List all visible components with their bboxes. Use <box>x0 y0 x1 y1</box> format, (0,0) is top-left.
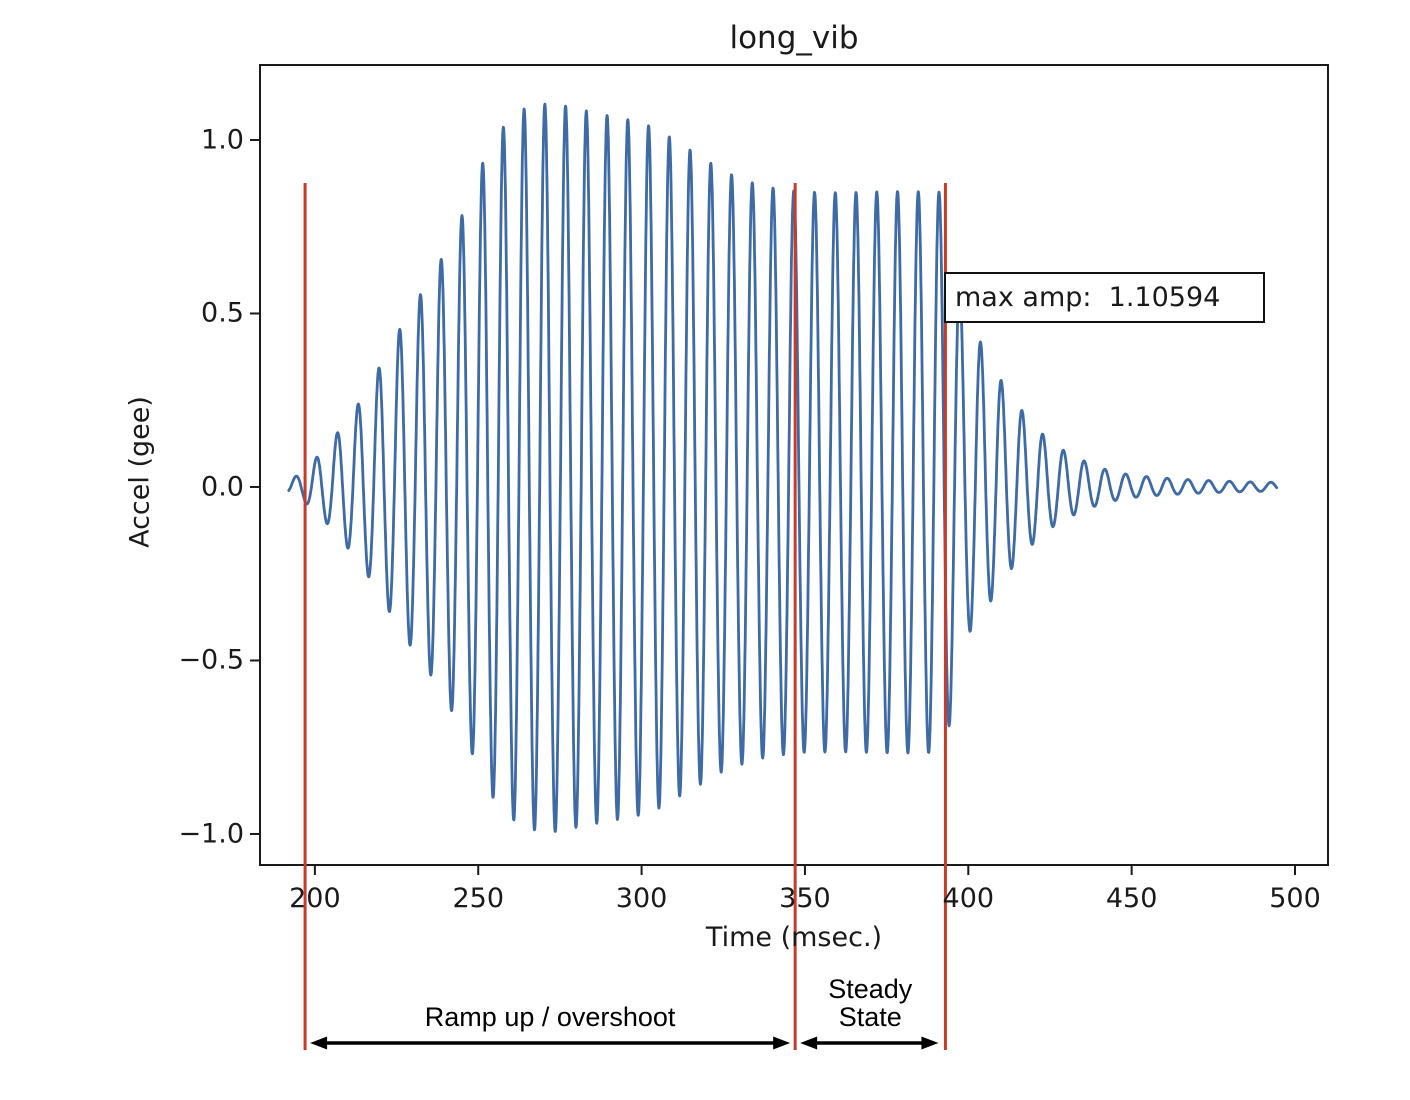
steady-region-arrow-left-head <box>800 1036 818 1050</box>
x-tick-label: 300 <box>615 883 668 914</box>
x-tick-label: 250 <box>452 883 505 914</box>
region-label-steady-state: Steady State <box>828 975 912 1031</box>
x-axis-label: Time (msec.) <box>705 922 883 953</box>
max-amp-annotation: max amp: 1.10594 <box>944 272 1265 323</box>
x-tick-label: 200 <box>289 883 341 914</box>
steady-label-line1: Steady <box>828 974 913 1004</box>
x-tick-label: 500 <box>1269 883 1321 914</box>
ramp-region-arrow-left-head <box>310 1036 328 1050</box>
y-tick-label: 0.5 <box>201 297 244 329</box>
max-amp-text: max amp: 1.10594 <box>955 282 1221 313</box>
x-tick-label: 400 <box>942 883 995 914</box>
steady-label-line2: State <box>838 1002 902 1032</box>
x-tick-label: 350 <box>779 883 831 914</box>
y-axis-label: Accel (gee) <box>124 396 156 548</box>
steady-region-arrow-right-head <box>921 1036 939 1050</box>
region-label-ramp-up: Ramp up / overshoot <box>424 1002 676 1032</box>
plot-title: long_vib <box>729 20 859 56</box>
y-tick-label: 1.0 <box>201 124 244 156</box>
waveform-path <box>287 102 1279 833</box>
y-tick-label: −0.5 <box>178 644 244 676</box>
ramp-region-arrow-right-head <box>773 1036 791 1050</box>
x-tick-label: 450 <box>1105 883 1158 914</box>
y-tick-label: −1.0 <box>178 818 244 850</box>
y-tick-label: 0.0 <box>201 471 244 503</box>
